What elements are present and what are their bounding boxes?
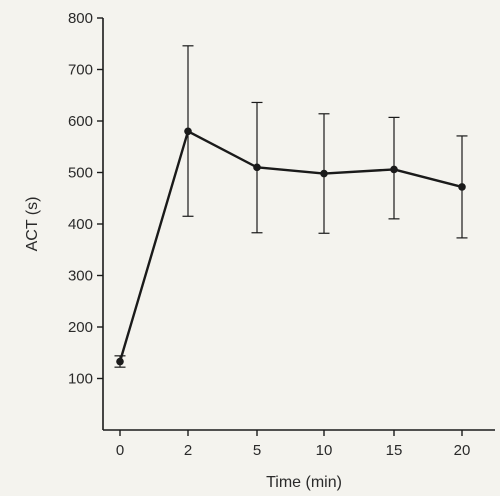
x-axis-ticks: 0 2 5 10 15 20 xyxy=(116,430,471,459)
x-tick-label: 20 xyxy=(454,442,471,459)
y-tick-label: 800 xyxy=(68,10,93,27)
y-tick-label: 700 xyxy=(68,62,93,79)
series-polyline xyxy=(118,130,463,362)
data-point xyxy=(390,165,398,174)
y-tick-label: 300 xyxy=(68,268,93,285)
data-point xyxy=(184,127,192,136)
x-tick-label: 2 xyxy=(184,442,192,459)
y-tick-label: 500 xyxy=(68,165,93,182)
y-tick-label: 100 xyxy=(68,371,93,388)
data-point xyxy=(320,169,328,178)
x-tick-label: 0 xyxy=(116,442,124,459)
x-tick-label: 10 xyxy=(316,442,333,459)
y-tick-label: 200 xyxy=(68,319,93,336)
data-point xyxy=(253,163,261,172)
y-tick-label: 400 xyxy=(68,216,93,233)
data-point xyxy=(116,357,124,366)
data-points xyxy=(116,127,466,366)
x-tick-label: 5 xyxy=(253,442,261,459)
y-axis-ticks: 100 200 300 400 500 600 700 800 xyxy=(68,10,103,388)
y-tick-label: 600 xyxy=(68,113,93,130)
x-tick-label: 15 xyxy=(386,442,403,459)
series-line xyxy=(118,130,463,362)
x-axis-title: Time (min) xyxy=(266,474,342,491)
error-bars xyxy=(114,45,468,368)
y-axis-title: ACT (s) xyxy=(24,197,41,252)
data-point xyxy=(458,183,466,191)
